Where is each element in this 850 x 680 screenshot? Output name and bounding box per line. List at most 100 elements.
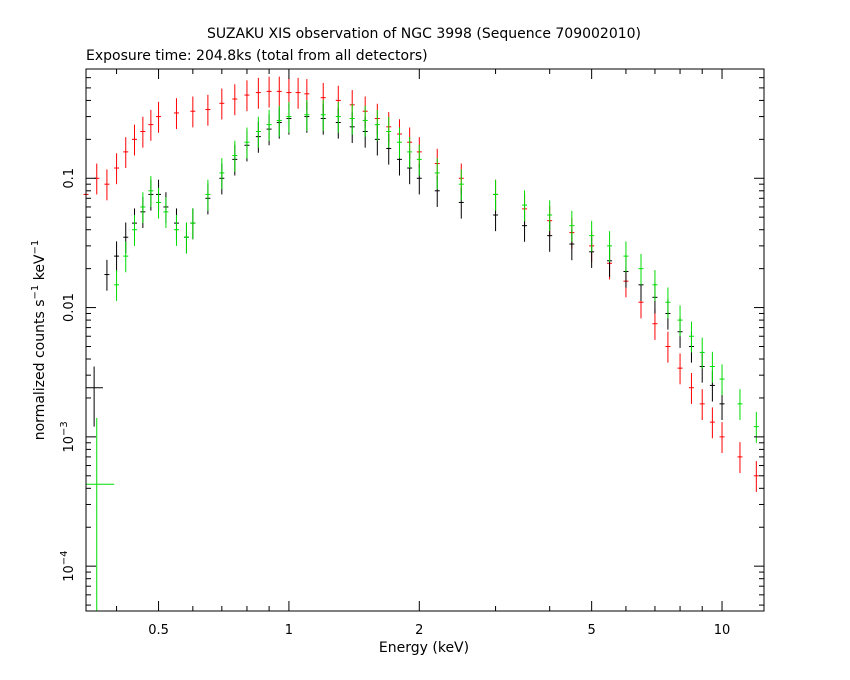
data-point — [286, 101, 292, 133]
data-point — [140, 192, 146, 224]
data-point — [255, 116, 261, 148]
data-point — [719, 364, 725, 396]
data-point — [276, 76, 282, 108]
data-point — [638, 253, 644, 285]
data-point — [709, 407, 715, 439]
data-point — [266, 76, 272, 108]
data-point — [407, 137, 413, 169]
data-point — [190, 208, 196, 240]
x-tick-label: 0.5 — [148, 623, 169, 638]
data-point — [219, 158, 225, 190]
data-point — [320, 100, 326, 131]
data-point — [156, 101, 162, 133]
data-point — [114, 153, 120, 185]
data-point — [244, 127, 250, 159]
data-point — [304, 100, 310, 131]
data-point — [709, 351, 715, 383]
x-tick-label: 2 — [415, 623, 423, 638]
chart-title: SUZAKU XIS observation of NGC 3998 (Sequ… — [207, 26, 641, 42]
data-point — [688, 372, 694, 404]
data-point — [607, 231, 613, 263]
y-axis-label-main: normalized counts s — [32, 299, 48, 440]
data-point — [114, 241, 120, 273]
data-point — [205, 179, 211, 211]
data-point — [362, 105, 368, 137]
data-point — [232, 84, 238, 116]
y-tick-label: 0.1 — [62, 168, 77, 189]
x-tick-label: 1 — [285, 623, 293, 638]
data-point — [104, 169, 110, 201]
data-point — [652, 270, 658, 301]
isolated-data-point-0 — [86, 366, 103, 427]
data-point — [131, 124, 137, 156]
data-point — [219, 88, 225, 120]
data-point — [753, 461, 759, 492]
data-point — [140, 116, 146, 148]
data-point — [183, 222, 189, 254]
data-point — [434, 158, 440, 190]
series-0 — [83, 76, 759, 492]
data-point — [148, 176, 154, 207]
data-point — [163, 197, 169, 228]
data-point — [652, 308, 658, 340]
data-point — [753, 411, 759, 443]
data-point — [416, 144, 422, 176]
isolated-data-point-1 — [86, 417, 115, 611]
data-point — [123, 241, 129, 273]
chart-subtitle: Exposure time: 204.8ks (total from all d… — [86, 48, 428, 64]
data-point — [114, 270, 120, 301]
data-point — [665, 331, 671, 363]
y-axis-label-mid: keV — [32, 254, 48, 285]
data-point — [589, 220, 595, 252]
data-point — [699, 389, 705, 421]
plot-frame — [85, 68, 765, 612]
data-point — [677, 305, 683, 337]
data-point — [737, 442, 743, 474]
data-point — [156, 187, 162, 219]
data-point — [173, 98, 179, 130]
data-point — [335, 101, 341, 133]
data-point — [255, 77, 261, 109]
y-axis-label-exp2: −1 — [30, 240, 41, 255]
data-point — [493, 179, 499, 211]
data-point — [677, 353, 683, 385]
data-point — [173, 214, 179, 246]
axis-ticks: 0.5 1 2 5 10 0.1 0.01 10−3 10−4 — [59, 69, 764, 638]
series-1 — [104, 101, 725, 421]
data-point — [547, 200, 553, 232]
data-point — [123, 137, 129, 169]
data-point — [266, 109, 272, 141]
data-point — [386, 116, 392, 148]
data-point — [737, 389, 743, 421]
data-point — [719, 422, 725, 454]
data-point — [104, 259, 110, 291]
data-point — [131, 214, 137, 246]
y-tick-label: 0.01 — [62, 293, 77, 322]
y-tick-label: 10−3 — [59, 421, 77, 452]
data-point — [522, 190, 528, 222]
y-axis-label: normalized counts s−1 keV−1 — [30, 240, 48, 441]
data-point — [232, 140, 238, 172]
data-point — [665, 287, 671, 319]
data-point — [205, 94, 211, 126]
data-point — [94, 163, 100, 195]
series-2 — [114, 100, 759, 443]
data-point — [148, 109, 154, 141]
data-point — [276, 105, 282, 137]
data-point — [699, 337, 705, 369]
x-axis-label: Energy (keV) — [379, 640, 469, 656]
data-point — [190, 96, 196, 128]
data-point — [623, 241, 629, 273]
y-axis-label-exp1: −1 — [30, 285, 41, 300]
x-tick-label: 10 — [714, 623, 731, 638]
y-tick-label: 10−4 — [59, 551, 77, 582]
x-tick-label: 5 — [588, 623, 596, 638]
data-point — [458, 169, 464, 201]
data-point — [688, 321, 694, 353]
data-point — [244, 80, 250, 112]
data-point — [396, 127, 402, 159]
data-point — [374, 109, 380, 141]
data-point — [569, 210, 575, 242]
plot-data-area — [83, 76, 759, 611]
